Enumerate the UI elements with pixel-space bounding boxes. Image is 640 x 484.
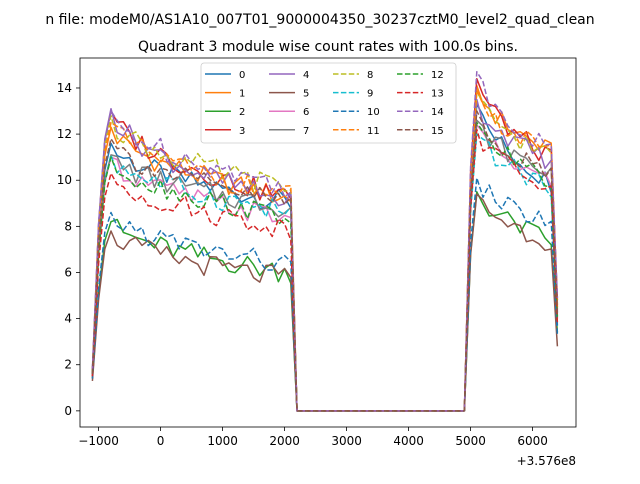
series-layer xyxy=(91,71,559,412)
y-tick-label: 10 xyxy=(57,173,72,187)
axes-frame xyxy=(79,57,577,428)
legend-label-13: 13 xyxy=(431,89,444,100)
legend-box xyxy=(200,62,457,144)
axis-ticks: −1000 0 1000 2000 3000 4000 5000 60000246810121… xyxy=(57,81,548,448)
x-tick-label: 5000 xyxy=(455,434,486,448)
y-tick-label: 4 xyxy=(64,312,72,326)
series-line-15 xyxy=(91,110,559,412)
y-tick-label: 0 xyxy=(64,404,72,418)
chart-title: Quadrant 3 module wise count rates with … xyxy=(138,39,518,55)
legend-label-12: 12 xyxy=(431,70,444,81)
legend-label-11: 11 xyxy=(367,126,380,137)
legend-label-4: 4 xyxy=(303,70,309,81)
legend-label-9: 9 xyxy=(367,89,373,100)
legend-label-5: 5 xyxy=(303,89,309,100)
legend-label-8: 8 xyxy=(367,70,373,81)
legend-label-2: 2 xyxy=(239,107,245,118)
x-tick-label: 2000 xyxy=(269,434,300,448)
legend-label-14: 14 xyxy=(431,107,444,118)
x-tick-label: 1000 xyxy=(207,434,238,448)
figure-suptitle: n file: modeM0/AS1A10_007T01_9000004350_… xyxy=(45,12,594,28)
x-tick-label: 4000 xyxy=(393,434,424,448)
legend-label-6: 6 xyxy=(303,107,309,118)
x-tick-label: −1000 xyxy=(78,434,119,448)
x-tick-label: 6000 xyxy=(517,434,548,448)
legend-label-10: 10 xyxy=(367,107,380,118)
y-tick-label: 12 xyxy=(57,127,72,141)
y-tick-label: 14 xyxy=(57,81,72,95)
legend-label-7: 7 xyxy=(303,126,309,137)
series-line-11 xyxy=(91,89,559,412)
x-offset-label: +3.576e8 xyxy=(517,454,576,468)
legend-label-3: 3 xyxy=(239,126,245,137)
legend-label-15: 15 xyxy=(431,126,444,137)
x-tick-label: 3000 xyxy=(331,434,362,448)
legend-label-0: 0 xyxy=(239,70,245,81)
y-tick-label: 2 xyxy=(64,358,72,372)
y-tick-label: 8 xyxy=(64,219,72,233)
series-line-14 xyxy=(91,71,559,412)
x-tick-label: 0 xyxy=(157,434,165,448)
legend-label-1: 1 xyxy=(239,89,245,100)
y-tick-label: 6 xyxy=(64,265,72,279)
